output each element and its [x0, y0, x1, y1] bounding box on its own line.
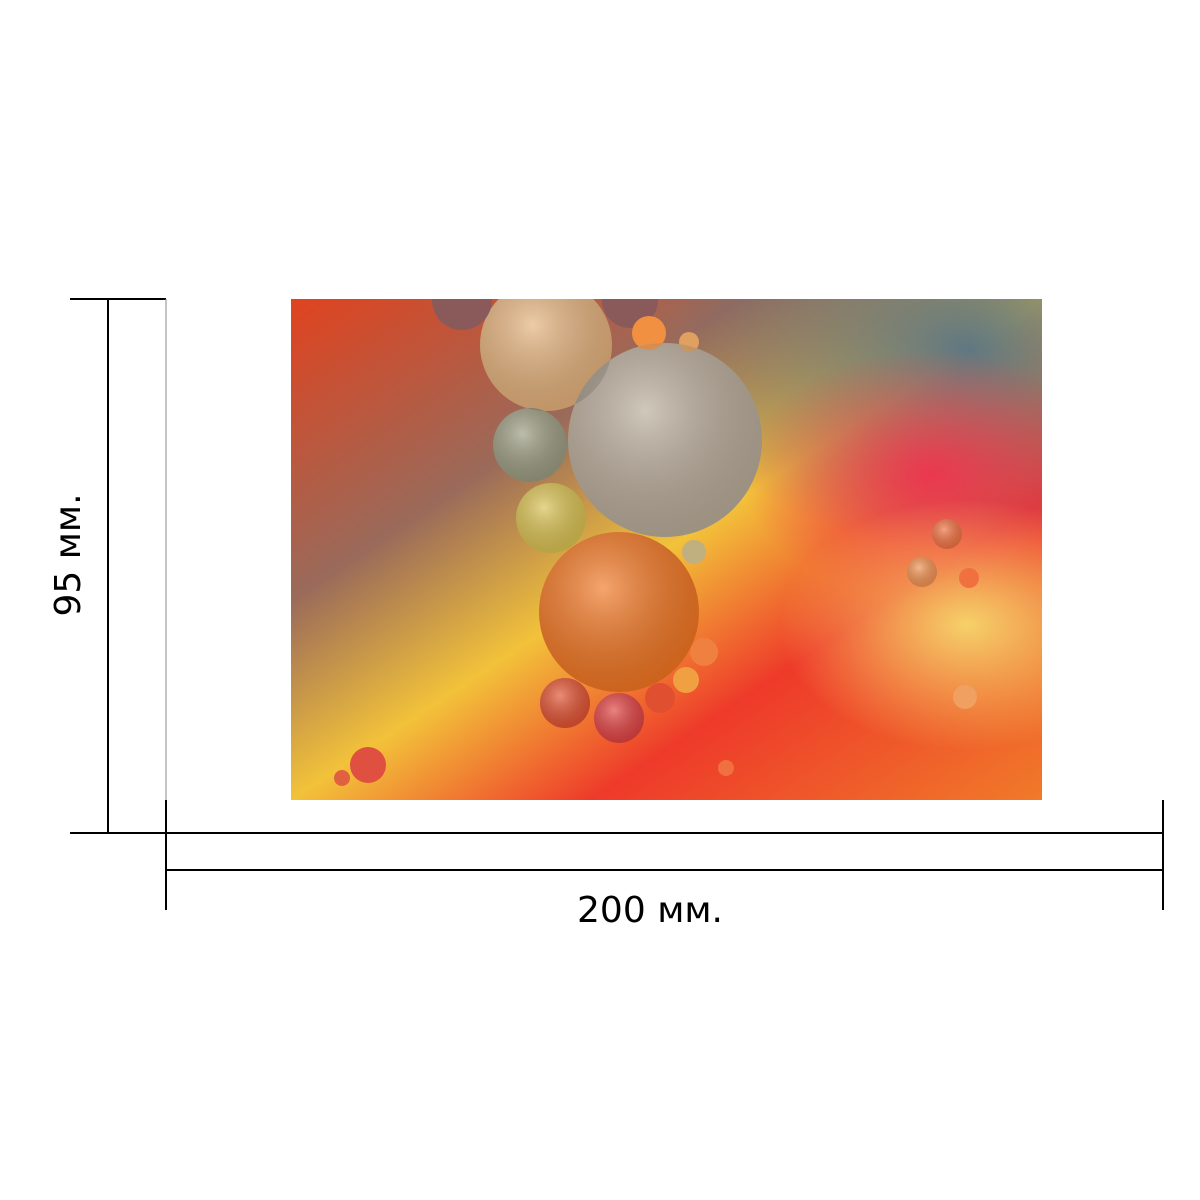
height-dimension: 95 мм. [48, 298, 167, 834]
width-dimension: 200 мм. [165, 800, 1164, 931]
width-label: 200 мм. [577, 890, 723, 931]
photo [291, 299, 1042, 800]
height-label: 95 мм. [48, 493, 89, 616]
